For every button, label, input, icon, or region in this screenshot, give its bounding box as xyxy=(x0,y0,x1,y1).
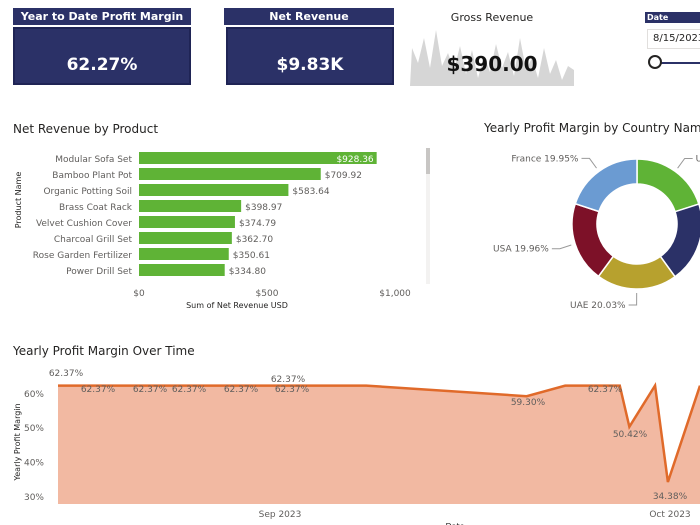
ytd-margin-card[interactable]: 62.27% xyxy=(13,27,191,85)
area-data-label: 62.37% xyxy=(81,385,116,395)
bar[interactable] xyxy=(139,248,229,260)
date-slicer-title: Date xyxy=(645,12,700,23)
net-revenue-value: $9.83K xyxy=(276,55,344,75)
bar-category-label: Power Drill Set xyxy=(66,267,132,277)
y-axis-label: Product Name xyxy=(14,172,23,229)
donut-leader-line xyxy=(581,157,597,169)
donut-leader-line xyxy=(628,292,638,306)
date-start-input[interactable]: 8/15/2023 xyxy=(647,29,700,49)
gross-revenue-title: Gross Revenue xyxy=(450,11,534,24)
donut-slice[interactable] xyxy=(574,158,638,213)
bar[interactable] xyxy=(139,152,377,164)
net-revenue-title: Net Revenue xyxy=(224,8,394,25)
x-tick-label: $0 xyxy=(133,289,145,299)
y-tick-label: 60% xyxy=(24,390,44,400)
x-tick-label: Oct 2023 xyxy=(649,510,690,520)
bar-category-label: Brass Coat Rack xyxy=(59,203,133,213)
donut-data-label: UK xyxy=(696,155,700,165)
area-data-label: 62.37% xyxy=(271,375,306,385)
bar[interactable] xyxy=(139,232,232,244)
area-line xyxy=(58,382,700,483)
country-donut-chart[interactable]: UK UAE 20.03% USA 19.96% France 19.95% xyxy=(460,140,700,315)
donut-slice[interactable] xyxy=(571,202,615,278)
gross-revenue-value: $390.00 xyxy=(446,52,538,76)
profit-margin-area-chart[interactable]: 60% 50% 40% 30% Yearly Profit Margin Sep 2023… xyxy=(0,360,700,525)
bar-category-label: Modular Sofa Set xyxy=(55,155,132,165)
gross-revenue-sparkline xyxy=(410,30,574,86)
donut-chart-title: Yearly Profit Margin by Country Name xyxy=(484,121,700,135)
x-tick-label: $500 xyxy=(256,289,279,299)
area-data-label: 62.37% xyxy=(224,385,259,395)
net-revenue-bar-chart[interactable]: Modular Sofa Set $928.36 Bamboo Plant Pot $… xyxy=(0,142,430,332)
area-data-label: 62.37% xyxy=(275,385,310,395)
bar-data-label: $334.80 xyxy=(229,267,266,277)
bar[interactable] xyxy=(139,216,235,228)
bar[interactable] xyxy=(139,264,225,276)
area-data-label: 59.30% xyxy=(511,398,546,408)
x-tick-label: $1,000 xyxy=(379,289,411,299)
donut-data-label: France 19.95% xyxy=(511,154,579,164)
x-axis-label: Sum of Net Revenue USD xyxy=(186,301,288,310)
bar-data-label: $709.92 xyxy=(325,171,362,181)
donut-data-label: UAE 20.03% xyxy=(570,301,626,311)
bar-chart-title: Net Revenue by Product xyxy=(13,122,159,136)
bar-category-label: Charcoal Grill Set xyxy=(54,235,133,245)
ytd-margin-title: Year to Date Profit Margin xyxy=(13,8,191,25)
area-data-label: 62.37% xyxy=(588,385,623,395)
donut-data-label: USA 19.96% xyxy=(493,245,549,255)
bar[interactable] xyxy=(139,200,242,212)
bar-category-label: Rose Garden Fertilizer xyxy=(33,251,133,261)
scrollbar-thumb[interactable] xyxy=(426,148,430,174)
bar-data-label: $583.64 xyxy=(292,187,329,197)
area-data-label: 62.37% xyxy=(172,385,207,395)
bar-category-label: Organic Potting Soil xyxy=(43,187,132,197)
area-fill xyxy=(58,385,700,504)
donut-leader-line xyxy=(677,158,693,169)
bar[interactable] xyxy=(139,168,321,180)
bar-data-label: $350.61 xyxy=(233,251,270,261)
x-tick-label: Sep 2023 xyxy=(259,510,302,520)
bar[interactable] xyxy=(139,184,289,196)
gross-revenue-card[interactable]: Gross Revenue $390.00 xyxy=(408,8,576,88)
area-data-label: 34.38% xyxy=(653,492,688,502)
net-revenue-card[interactable]: $9.83K xyxy=(226,27,394,85)
x-axis-label: Date xyxy=(445,522,464,525)
y-tick-label: 30% xyxy=(24,493,44,503)
date-slider-handle[interactable] xyxy=(648,55,662,69)
area-data-label: 62.37% xyxy=(49,369,84,379)
donut-slice[interactable] xyxy=(636,158,700,213)
y-tick-label: 50% xyxy=(24,424,44,434)
ytd-margin-value: 62.27% xyxy=(66,55,138,75)
area-data-label: 50.42% xyxy=(613,430,648,440)
y-axis-label: Yearly Profit Margin xyxy=(13,403,22,481)
bar-category-label: Bamboo Plant Pot xyxy=(52,171,132,181)
bar-data-label: $928.36 xyxy=(336,155,373,165)
bar-data-label: $398.97 xyxy=(245,203,282,213)
area-data-label: 62.37% xyxy=(133,385,168,395)
scrollbar-track xyxy=(426,148,430,284)
donut-leader-line xyxy=(551,244,572,250)
area-chart-title: Yearly Profit Margin Over Time xyxy=(13,344,195,358)
bar-data-label: $362.70 xyxy=(236,235,273,245)
bar-data-label: $374.79 xyxy=(239,219,276,229)
date-slider-track xyxy=(655,62,700,64)
y-tick-label: 40% xyxy=(24,459,44,469)
bar-category-label: Velvet Cushion Cover xyxy=(36,219,132,229)
date-slicer[interactable]: Date 8/15/2023 xyxy=(645,12,700,82)
